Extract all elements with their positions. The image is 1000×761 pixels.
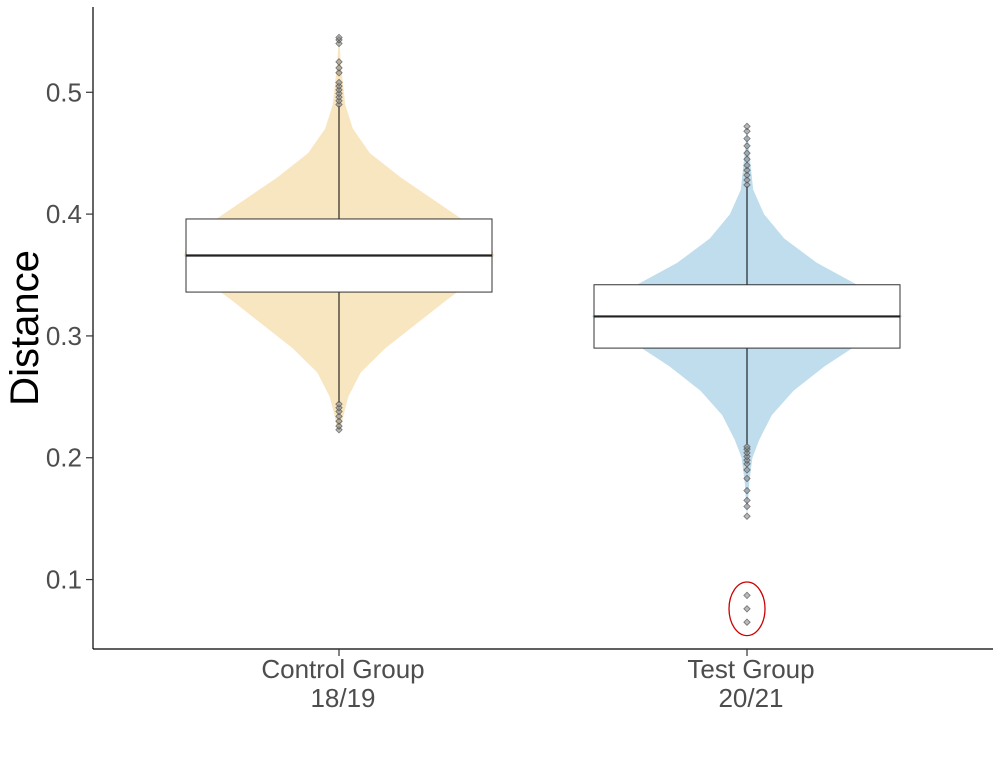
y-axis-title: Distance xyxy=(3,250,47,406)
y-tick-label-2: 0.3 xyxy=(46,321,82,351)
outlier-point-1-23 xyxy=(743,618,751,626)
outlier-point-1-18 xyxy=(743,149,751,157)
y-tick-label-3: 0.4 xyxy=(46,199,82,229)
outlier-point-0-6 xyxy=(335,400,343,408)
boxplots-layer xyxy=(185,105,901,445)
highlight-ellipse xyxy=(728,581,766,637)
outlier-point-0-2 xyxy=(335,417,343,425)
outlier-point-1-16 xyxy=(743,161,751,170)
outlier-point-1-13 xyxy=(743,176,751,184)
outlier-point-0-1 xyxy=(335,422,343,430)
y-tick-label-4: 0.5 xyxy=(46,77,82,107)
outlier-point-1-22 xyxy=(743,122,751,131)
outlier-point-1-21 xyxy=(743,127,751,136)
x-tick-label-1-1: 20/21 xyxy=(718,683,783,713)
outlier-point-0-13 xyxy=(335,78,343,87)
outlier-point-1-14 xyxy=(743,171,751,179)
outlier-point-1-20 xyxy=(743,134,751,143)
outlier-point-1-0 xyxy=(743,512,751,520)
outlier-point-1-11 xyxy=(743,443,751,451)
outlier-point-1-3 xyxy=(743,486,751,495)
y-tick-label-1: 0.2 xyxy=(46,443,82,473)
outlier-point-1-1 xyxy=(743,502,751,511)
outlier-point-1-5 xyxy=(743,466,751,474)
y-tick-label-0: 0.1 xyxy=(46,565,82,595)
outlier-point-0-19 xyxy=(335,33,343,42)
outlier-point-1-17 xyxy=(743,155,751,164)
outlier-point-1-2 xyxy=(743,496,751,505)
outlier-point-0-3 xyxy=(335,412,343,421)
outlier-point-1-24 xyxy=(743,605,751,613)
outlier-point-1-15 xyxy=(743,166,751,175)
y-ticks: 0.1 0.2 0.3 0.4 0.5 xyxy=(46,77,93,595)
outlier-point-0-15 xyxy=(335,64,343,72)
outlier-point-1-4 xyxy=(743,474,751,483)
outlier-point-0-16 xyxy=(335,58,343,66)
x-tick-label-0-0: Control Group xyxy=(261,654,424,684)
x-tick-label-1-0: Test Group xyxy=(687,654,814,684)
outlier-point-0-14 xyxy=(335,69,343,77)
outlier-point-1-19 xyxy=(743,142,751,150)
outlier-point-1-12 xyxy=(743,181,751,189)
outliers-layer xyxy=(335,33,751,626)
outlier-point-1-25 xyxy=(743,591,751,600)
highlight-layer xyxy=(728,581,766,637)
x-tick-label-0-1: 18/19 xyxy=(310,683,375,713)
